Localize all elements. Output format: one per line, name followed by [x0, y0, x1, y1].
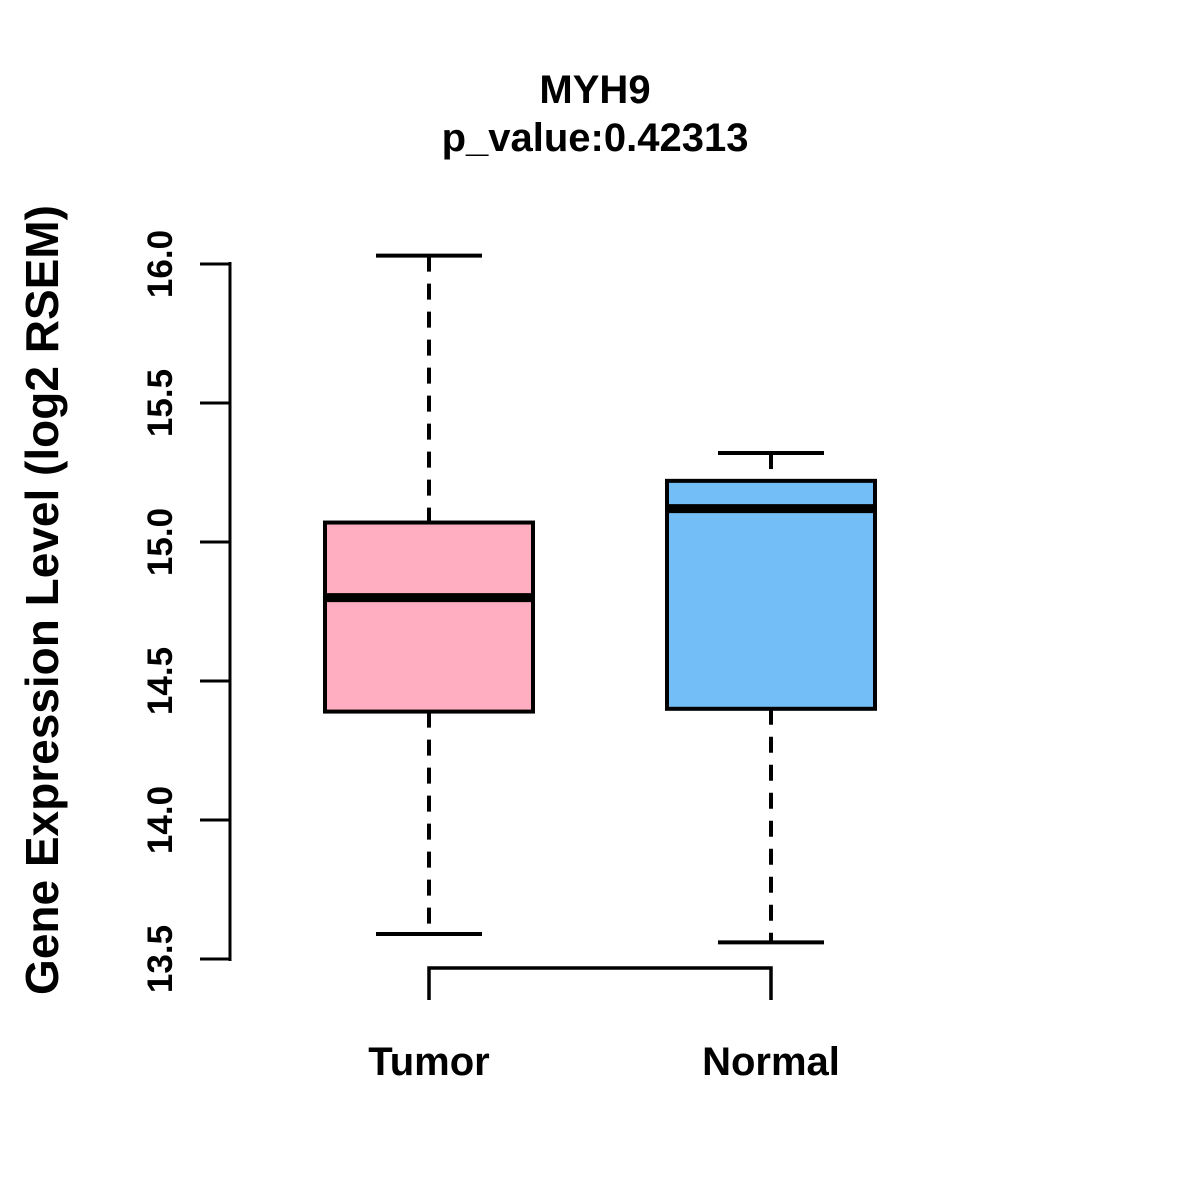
y-axis-label: Gene Expression Level (log2 RSEM) — [16, 205, 68, 995]
chart-title: MYH9 — [539, 68, 651, 112]
y-tick-label: 15.5 — [141, 369, 180, 437]
box-normal — [665, 478, 877, 711]
box-tumor — [323, 520, 535, 714]
chart-subtitle-pvalue: p_value:0.42313 — [441, 116, 749, 160]
y-tick-label: 14.0 — [141, 786, 180, 854]
y-tick-label: 14.5 — [141, 647, 180, 715]
x-category-label-normal: Normal — [702, 1040, 840, 1084]
x-category-label-tumor: Tumor — [368, 1040, 490, 1084]
y-tick-label: 16.0 — [141, 230, 180, 298]
comparison-bracket — [427, 966, 773, 1000]
y-tick-label: 13.5 — [141, 925, 180, 993]
y-tick-label: 15.0 — [141, 508, 180, 576]
